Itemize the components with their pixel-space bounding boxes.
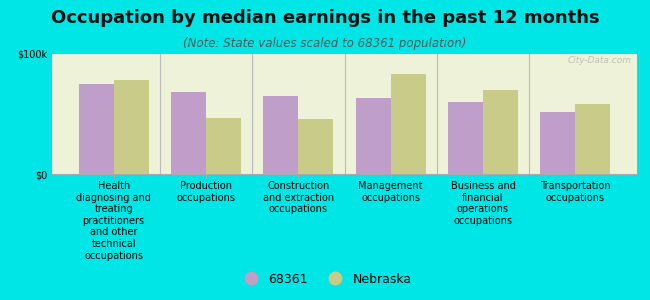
Text: Occupation by median earnings in the past 12 months: Occupation by median earnings in the pas… (51, 9, 599, 27)
Bar (391, 74, 426, 174)
Bar (448, 102, 483, 174)
Bar (114, 80, 149, 174)
Bar (540, 112, 575, 174)
Bar (356, 98, 391, 174)
Bar (206, 118, 241, 174)
Bar (298, 119, 333, 174)
Bar (575, 104, 610, 174)
Bar (79, 84, 114, 174)
Legend: 68361, Nebraska: 68361, Nebraska (233, 268, 417, 291)
Bar (483, 90, 518, 174)
Bar (171, 92, 206, 174)
Text: City-Data.com: City-Data.com (567, 56, 631, 65)
Bar (263, 96, 298, 174)
Text: (Note: State values scaled to 68361 population): (Note: State values scaled to 68361 popu… (183, 38, 467, 50)
